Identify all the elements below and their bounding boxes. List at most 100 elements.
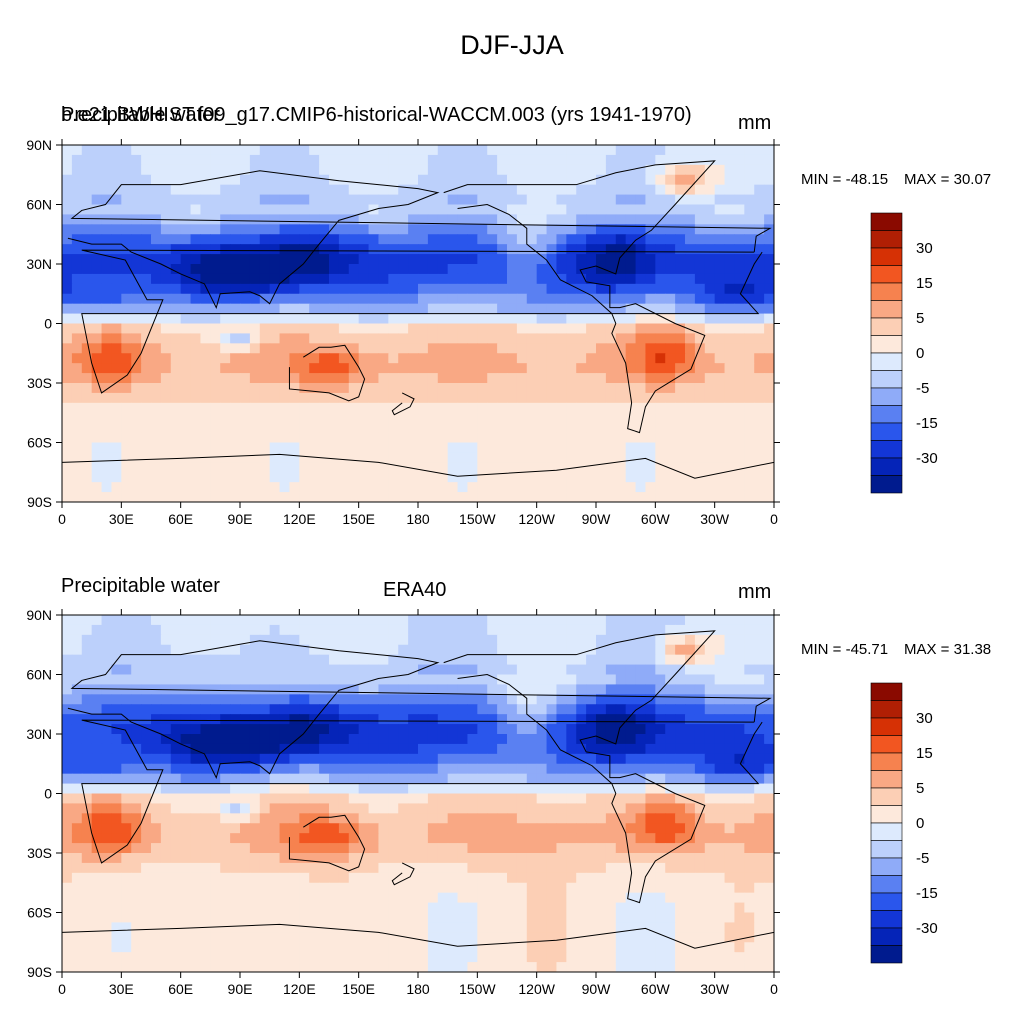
contour-cell [131, 783, 142, 795]
contour-cell [81, 323, 93, 335]
contour-cell [665, 264, 676, 275]
contour-cell [744, 303, 755, 315]
contour-cell [694, 204, 706, 216]
contour-cell [151, 174, 162, 186]
contour-cell [131, 313, 142, 325]
contour-cell [230, 813, 241, 824]
contour-cell [81, 843, 93, 854]
contour-cell [605, 674, 617, 686]
contour-cell [358, 343, 370, 354]
contour-cell [675, 383, 686, 394]
contour-cell [516, 164, 528, 176]
contour-cell [536, 164, 548, 176]
contour-cell [319, 803, 330, 814]
contour-cell [62, 813, 73, 824]
contour-cell [180, 323, 192, 335]
contour-cell [596, 833, 607, 844]
contour-cell [230, 204, 241, 216]
contour-cell [497, 922, 508, 933]
contour-cell [447, 724, 459, 735]
contour-cell [368, 892, 380, 904]
contour-cell [388, 164, 399, 176]
contour-cell [685, 204, 696, 216]
contour-cell [734, 254, 745, 265]
contour-cell [279, 704, 291, 715]
contour-cell [714, 164, 726, 176]
contour-cell [319, 753, 330, 765]
contour-cell [71, 793, 83, 805]
contour-cell [259, 234, 271, 245]
contour-cell [348, 922, 360, 933]
contour-cell [279, 882, 291, 894]
contour-cell [546, 634, 558, 646]
contour-cell [556, 843, 567, 854]
contour-cell [348, 234, 360, 245]
contour-cell [151, 634, 162, 646]
contour-cell [596, 343, 607, 354]
contour-cell [665, 373, 676, 384]
contour-cell [81, 422, 93, 434]
contour-cell [131, 442, 142, 454]
contour-cell [536, 363, 548, 374]
contour-cell [81, 293, 93, 305]
contour-cell [398, 634, 409, 646]
contour-cell [427, 154, 439, 166]
contour-cell [319, 254, 330, 265]
contour-cell [279, 452, 291, 463]
contour-cell [309, 773, 320, 785]
contour-cell [615, 273, 627, 285]
contour-cell [497, 674, 508, 686]
contour-cell [319, 363, 330, 374]
contour-cell [131, 303, 142, 315]
contour-cell [368, 793, 380, 805]
contour-cell [635, 214, 647, 225]
contour-cell [249, 234, 261, 245]
contour-cell [497, 313, 508, 325]
contour-cell [526, 833, 538, 844]
contour-cell [101, 383, 113, 394]
contour-cell [101, 882, 113, 894]
contour-cell [477, 763, 488, 775]
contour-cell [368, 853, 380, 864]
contour-cell [249, 783, 261, 795]
contour-cell [101, 293, 113, 305]
contour-cell [507, 174, 518, 186]
contour-cell [289, 343, 300, 354]
contour-cell [675, 164, 686, 176]
contour-cell [487, 412, 498, 424]
contour-cell [408, 823, 419, 834]
contour-cell [348, 303, 360, 315]
contour-cell [526, 803, 538, 814]
contour-cell [714, 833, 726, 844]
contour-cell [546, 363, 558, 374]
contour-cell [685, 264, 696, 275]
contour-cell [338, 214, 350, 225]
contour-cell [437, 833, 449, 844]
contour-cell [526, 422, 538, 434]
contour-cell [190, 853, 202, 864]
contour-cell [645, 353, 656, 364]
contour-cell [507, 674, 518, 686]
contour-cell [408, 674, 419, 686]
contour-cell [388, 664, 399, 676]
contour-cell [754, 684, 765, 695]
contour-cell [141, 902, 152, 914]
contour-cell [625, 254, 637, 265]
contour-cell [210, 472, 221, 483]
contour-cell [546, 392, 558, 404]
contour-cell [289, 624, 300, 636]
contour-cell [329, 234, 340, 245]
contour-cell [388, 234, 399, 245]
contour-cell [497, 472, 508, 483]
contour-cell [398, 184, 409, 196]
contour-cell [240, 224, 251, 235]
contour-cell [279, 902, 291, 914]
contour-cell [685, 412, 696, 424]
contour-cell [220, 164, 231, 176]
contour-cell [259, 694, 271, 705]
contour-cell [764, 392, 774, 404]
contour-cell [151, 714, 162, 725]
contour-cell [427, 194, 439, 206]
contour-cell [437, 224, 449, 235]
contour-cell [447, 174, 459, 186]
